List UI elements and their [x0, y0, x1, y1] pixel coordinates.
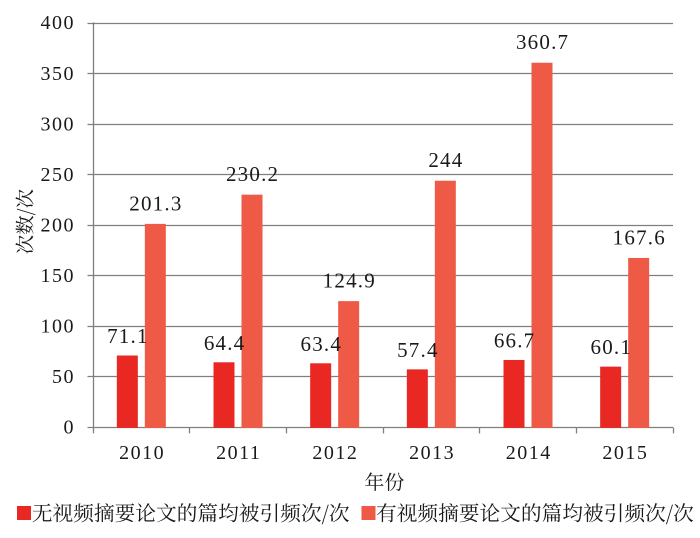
svg-text:71.1: 71.1	[107, 324, 149, 348]
svg-text:2012: 2012	[312, 442, 358, 464]
svg-text:2015: 2015	[602, 442, 648, 464]
svg-text:57.4: 57.4	[397, 338, 439, 362]
svg-text:66.7: 66.7	[494, 329, 536, 353]
svg-text:167.6: 167.6	[613, 226, 666, 250]
svg-text:60.1: 60.1	[591, 335, 633, 359]
svg-text:63.4: 63.4	[301, 332, 343, 356]
svg-text:100: 100	[41, 316, 76, 338]
svg-text:50: 50	[52, 366, 75, 388]
svg-text:150: 150	[41, 265, 76, 287]
svg-text:124.9: 124.9	[323, 269, 376, 293]
svg-text:201.3: 201.3	[129, 191, 182, 215]
svg-text:300: 300	[41, 113, 76, 135]
svg-text:400: 400	[41, 12, 76, 34]
svg-text:2011: 2011	[216, 442, 261, 464]
svg-text:200: 200	[41, 214, 76, 236]
svg-text:350: 350	[41, 63, 76, 85]
svg-text:230.2: 230.2	[226, 162, 279, 186]
svg-text:244: 244	[428, 148, 463, 172]
svg-text:250: 250	[41, 164, 76, 186]
svg-text:0: 0	[64, 417, 76, 439]
svg-text:2013: 2013	[409, 442, 455, 464]
svg-text:2014: 2014	[506, 442, 552, 464]
svg-text:64.4: 64.4	[204, 331, 246, 355]
svg-text:360.7: 360.7	[516, 30, 569, 54]
svg-text:2010: 2010	[119, 442, 165, 464]
